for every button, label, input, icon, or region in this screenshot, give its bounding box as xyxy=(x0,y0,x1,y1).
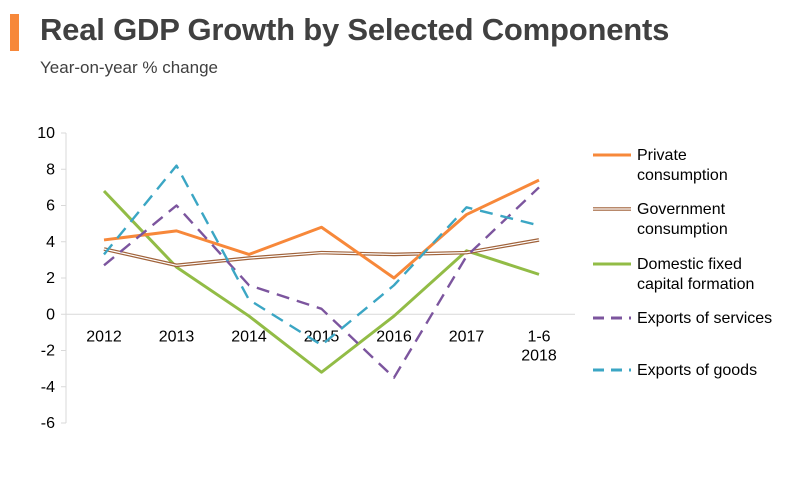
y-tick-label: -4 xyxy=(41,379,55,396)
y-axis-ticks: 10 8 6 4 2 0 -2 -4 -6 xyxy=(37,125,66,432)
legend-label: Exports of services xyxy=(637,310,772,327)
y-tick-label: 8 xyxy=(46,161,55,178)
legend-label: Private consumption xyxy=(637,147,728,184)
legend-label: Exports of goods xyxy=(637,362,757,379)
legend-label: Domestic fixed capital formation xyxy=(637,256,754,293)
x-tick-label: 2015 xyxy=(304,328,340,345)
y-tick-label: -6 xyxy=(41,415,55,432)
exports-of-goods-line xyxy=(103,164,540,347)
legend-label: Government consumption xyxy=(637,201,728,238)
title-accent-bar xyxy=(10,14,19,51)
y-tick-label: 6 xyxy=(46,198,55,215)
series-lines xyxy=(102,164,540,379)
y-tick-label: 2 xyxy=(46,270,55,287)
x-tick-label: 2016 xyxy=(376,328,412,345)
legend-item-government-consumption: Government consumption xyxy=(593,201,728,238)
x-axis-labels: 2012 2013 2014 2015 2016 2017 1-6 2018 xyxy=(86,328,557,364)
x-tick-label: 2012 xyxy=(86,328,122,345)
exports-of-services-line xyxy=(103,186,540,379)
chart-subtitle: Year-on-year % change xyxy=(40,58,218,77)
legend-item-exports-of-services: Exports of services xyxy=(593,310,772,327)
x-tick-label: 2013 xyxy=(159,328,195,345)
chart-title: Real GDP Growth by Selected Components xyxy=(40,12,670,47)
x-tick-label: 1-6 2018 xyxy=(521,328,557,364)
y-tick-label: 10 xyxy=(37,125,55,142)
legend: Private consumption Government consumption D… xyxy=(593,147,772,379)
y-tick-label: -2 xyxy=(41,343,55,360)
private-consumption-line xyxy=(103,178,540,280)
legend-item-private-consumption: Private consumption xyxy=(593,147,728,184)
y-tick-label: 4 xyxy=(46,234,55,251)
legend-item-domestic-fixed-capital-formation: Domestic fixed capital formation xyxy=(593,256,754,293)
x-tick-label: 2017 xyxy=(449,328,485,345)
legend-item-exports-of-goods: Exports of goods xyxy=(593,362,757,379)
y-tick-label: 0 xyxy=(46,306,55,323)
government-consumption-line-inner xyxy=(103,239,540,266)
x-tick-label: 2014 xyxy=(231,328,267,345)
